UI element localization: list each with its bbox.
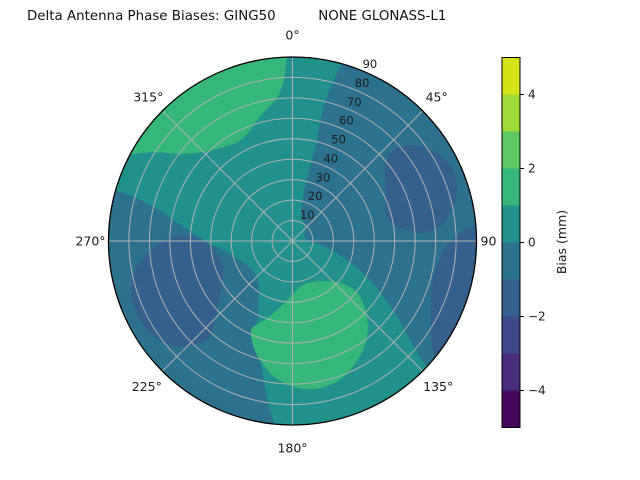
- r-tick-label-80: 80: [355, 76, 370, 90]
- theta-tick-label-135: 135°: [423, 379, 453, 394]
- theta-tick-label-0: 0°: [285, 28, 299, 43]
- r-tick-label-60: 60: [339, 114, 354, 128]
- r-tick-label-30: 30: [316, 170, 331, 184]
- colorbar-segment-5: [502, 242, 520, 280]
- colorbar-segment-3: [502, 168, 520, 206]
- theta-tick-label-225: 225°: [132, 379, 162, 394]
- colorbar-axis-label: Bias (mm): [554, 210, 569, 274]
- colorbar-tick-label-0: 0: [528, 236, 536, 250]
- theta-tick-label-315: 315°: [133, 89, 163, 104]
- r-tick-label-40: 40: [323, 151, 338, 165]
- colorbar-segment-6: [502, 279, 520, 317]
- r-tick-label-70: 70: [347, 95, 362, 109]
- colorbar-tick-label-4: 4: [528, 88, 536, 102]
- r-tick-label-90: 90: [363, 57, 378, 71]
- theta-tick-label-45: 45°: [426, 89, 448, 104]
- theta-tick-label-90: 90: [481, 234, 497, 249]
- colorbar: 4 2 0 −2 −4 Bias (mm): [501, 57, 569, 428]
- colorbar-segment-4: [502, 205, 520, 243]
- r-tick-label-10: 10: [300, 208, 315, 222]
- contour-region-right-rim-deep-negative-arc: [430, 224, 477, 365]
- polar-grid: [108, 56, 477, 426]
- colorbar-segment-0: [502, 57, 520, 95]
- colorbar-segment-2: [502, 131, 520, 169]
- grid-spoke-135: [292, 240, 423, 372]
- chart-title: Delta Antenna Phase Biases: GING50 NONE …: [27, 9, 447, 24]
- grid-spoke-315: [162, 110, 293, 242]
- grid-spoke-225: [162, 240, 293, 372]
- colorbar-segment-9: [502, 390, 520, 428]
- colorbar-segment-8: [502, 353, 520, 391]
- contour-region-left-deep-negative-blob: [130, 236, 224, 347]
- colorbar-segment-1: [502, 94, 520, 132]
- r-tick-label-20: 20: [308, 189, 323, 203]
- polar-rim: [107, 56, 478, 426]
- colorbar-tick-label--2: −2: [528, 310, 546, 324]
- r-tick-label-50: 50: [331, 133, 346, 147]
- theta-tick-label-180: 180°: [277, 441, 307, 456]
- grid-spoke-45: [292, 110, 423, 242]
- theta-tick-label-270: 270°: [75, 234, 105, 249]
- contour-region-upper-right-deep-negative-blob: [384, 145, 458, 233]
- colorbar-tick-label-2: 2: [528, 162, 536, 176]
- colorbar-tick-label--4: −4: [528, 384, 546, 398]
- colorbar-segment-7: [502, 316, 520, 354]
